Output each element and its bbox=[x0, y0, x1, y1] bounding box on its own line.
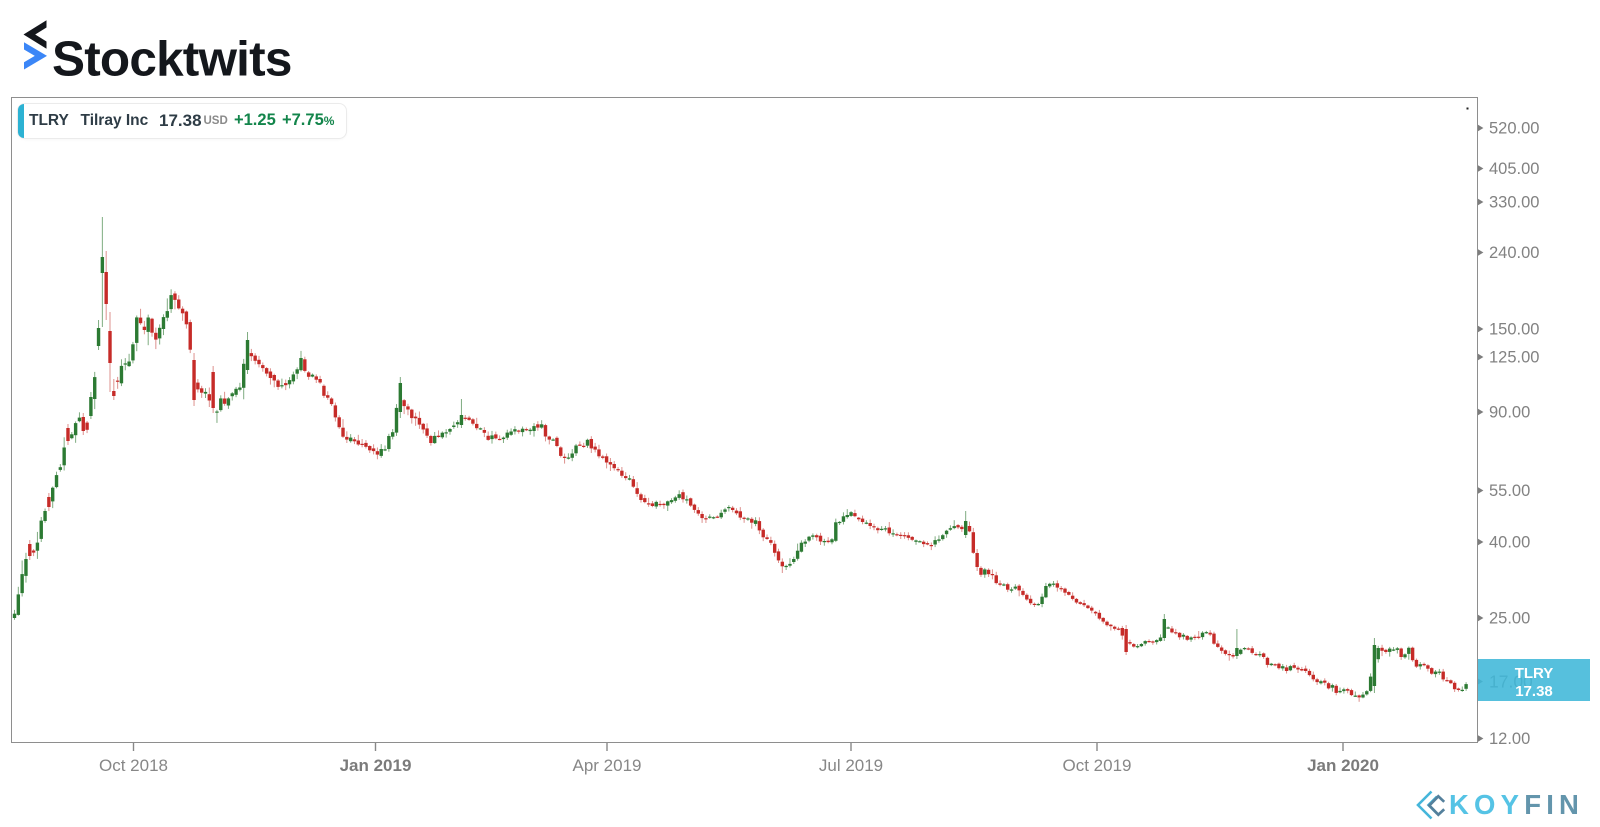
svg-text:55.00: 55.00 bbox=[1489, 482, 1530, 500]
svg-text:Jul 2019: Jul 2019 bbox=[819, 756, 883, 775]
svg-text:520.00: 520.00 bbox=[1489, 120, 1539, 138]
svg-text:330.00: 330.00 bbox=[1489, 194, 1539, 212]
svg-text:Jan 2019: Jan 2019 bbox=[340, 756, 412, 775]
svg-text:240.00: 240.00 bbox=[1489, 244, 1539, 262]
svg-text:405.00: 405.00 bbox=[1489, 160, 1539, 178]
svg-text:12.00: 12.00 bbox=[1489, 730, 1530, 748]
svg-text:Oct 2018: Oct 2018 bbox=[99, 756, 168, 775]
svg-text:150.00: 150.00 bbox=[1489, 321, 1539, 339]
svg-text:25.00: 25.00 bbox=[1489, 610, 1530, 628]
svg-text:17.38: 17.38 bbox=[1515, 683, 1553, 700]
svg-text:Oct 2019: Oct 2019 bbox=[1063, 756, 1132, 775]
svg-text:Apr 2019: Apr 2019 bbox=[573, 756, 642, 775]
svg-text:TLRY: TLRY bbox=[1515, 665, 1554, 682]
svg-text:40.00: 40.00 bbox=[1489, 534, 1530, 552]
svg-text:Stocktwits: Stocktwits bbox=[52, 32, 292, 87]
svg-text:KOYFIN: KOYFIN bbox=[1449, 789, 1584, 820]
svg-text:125.00: 125.00 bbox=[1489, 349, 1539, 367]
svg-text:Jan 2020: Jan 2020 bbox=[1307, 756, 1379, 775]
svg-text:90.00: 90.00 bbox=[1489, 404, 1530, 422]
